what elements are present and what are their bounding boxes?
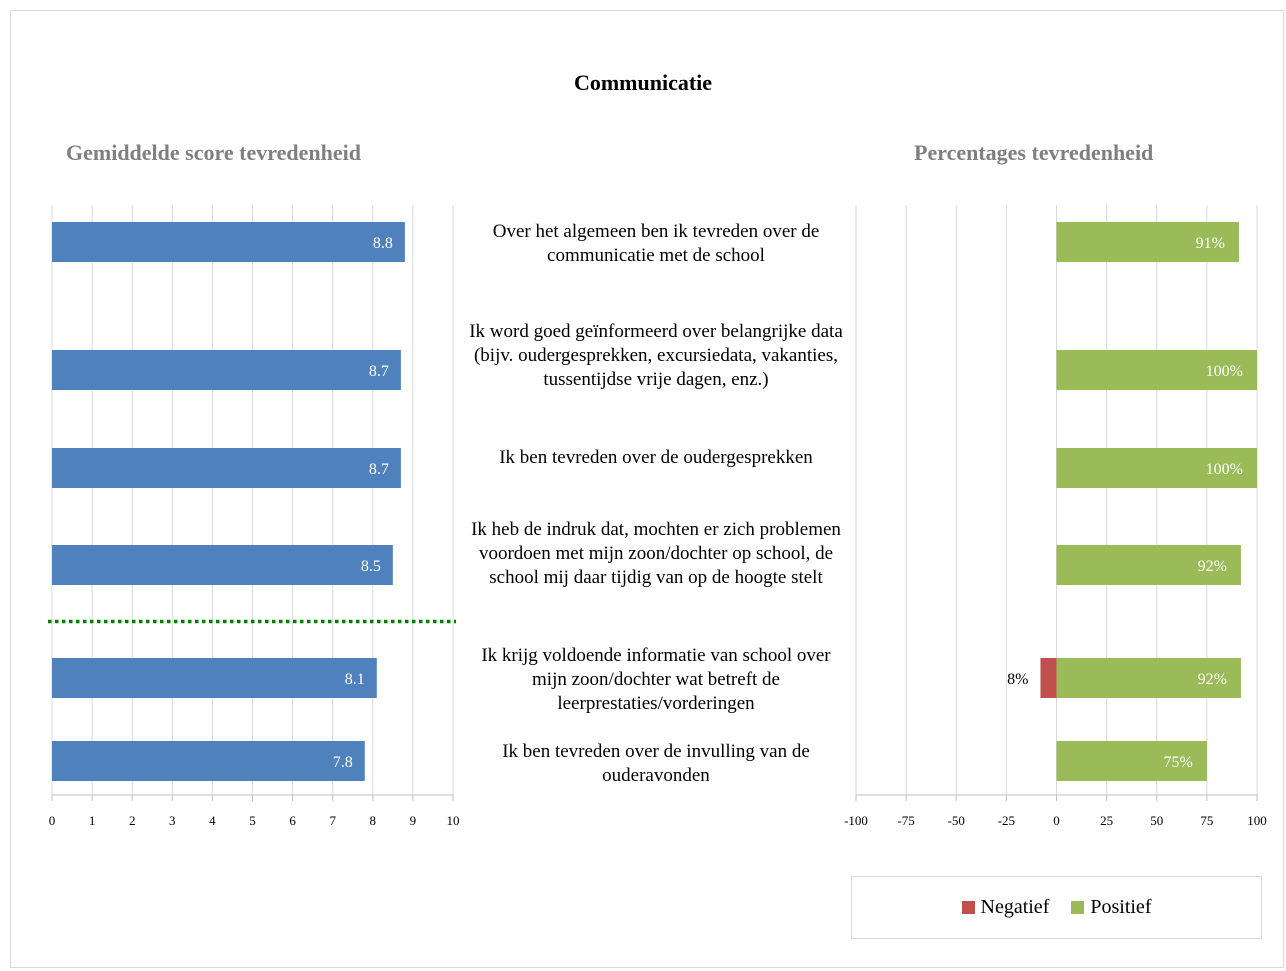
bar-negatief [1040,658,1057,698]
tick-label: 2 [129,813,136,828]
tick-label: 3 [169,813,176,828]
tick-label: -100 [844,813,868,828]
legend: Negatief Positief [851,876,1262,939]
data-label: 8.7 [369,363,389,380]
bar-positief [1056,222,1239,262]
legend-swatch-positief [1071,901,1085,914]
tick-label: 25 [1100,813,1113,828]
question-label: Ik krijg voldoende informatie van school… [481,645,831,714]
tick-label: 10 [447,813,460,828]
question-label: Ik ben tevreden over de invulling van de… [502,741,810,786]
tick-label: 100 [1247,813,1267,828]
tick-label: 6 [289,813,296,828]
tick-label: -75 [897,813,914,828]
tick-label: 50 [1150,813,1163,828]
data-label-positief: 75% [1164,754,1193,771]
data-label: 8.5 [361,558,381,575]
data-label: 8.8 [373,235,393,252]
question-label: Ik heb de indruk dat, mochten er zich pr… [471,519,841,588]
bar [52,350,401,390]
data-label: 7.8 [333,754,353,771]
data-label-positief: 100% [1206,461,1243,478]
data-label: 8.7 [369,461,389,478]
page-title: Communicatie [573,70,713,95]
data-label-positief: 92% [1198,558,1227,575]
bar [52,741,365,781]
left-chart-title: Gemiddelde score tevredenheid [66,140,361,165]
tick-label: 0 [1053,813,1060,828]
data-label-positief: 92% [1198,671,1227,688]
legend-item-negatief: Negatief [961,896,1050,919]
tick-label: 0 [49,813,56,828]
bar-positief [1056,350,1257,390]
tick-label: 1 [89,813,96,828]
legend-item-positief: Positief [1071,896,1151,919]
tick-label: 7 [329,813,336,828]
tick-label: 9 [410,813,417,828]
tick-label: -25 [998,813,1015,828]
data-label-positief: 91% [1196,235,1225,252]
right-chart-title: Percentages tevredenheid [914,140,1154,165]
bar-positief [1056,741,1207,781]
chart-frame [10,10,1284,968]
tick-label: -50 [948,813,965,828]
bar [52,545,393,585]
data-label-negatief: 8% [1007,671,1028,688]
legend-swatch-negatief [961,901,975,914]
bar-positief [1056,448,1257,488]
legend-label-positief: Positief [1090,896,1152,918]
bar [52,448,401,488]
bar [52,658,377,698]
question-label: Ik word goed geïnformeerd over belangrij… [469,321,843,390]
tick-label: 75 [1200,813,1213,828]
question-label: Ik ben tevreden over de oudergesprekken [499,447,813,468]
bar-positief [1056,545,1241,585]
tick-label: 5 [249,813,256,828]
data-label-positief: 100% [1206,363,1243,380]
bar [52,222,405,262]
tick-label: 8 [370,813,377,828]
data-label: 8.1 [345,671,365,688]
question-label: Over het algemeen ben ik tevreden over d… [492,221,820,266]
legend-label-negatief: Negatief [980,896,1050,918]
bar-positief [1056,658,1241,698]
tick-label: 4 [209,813,216,828]
